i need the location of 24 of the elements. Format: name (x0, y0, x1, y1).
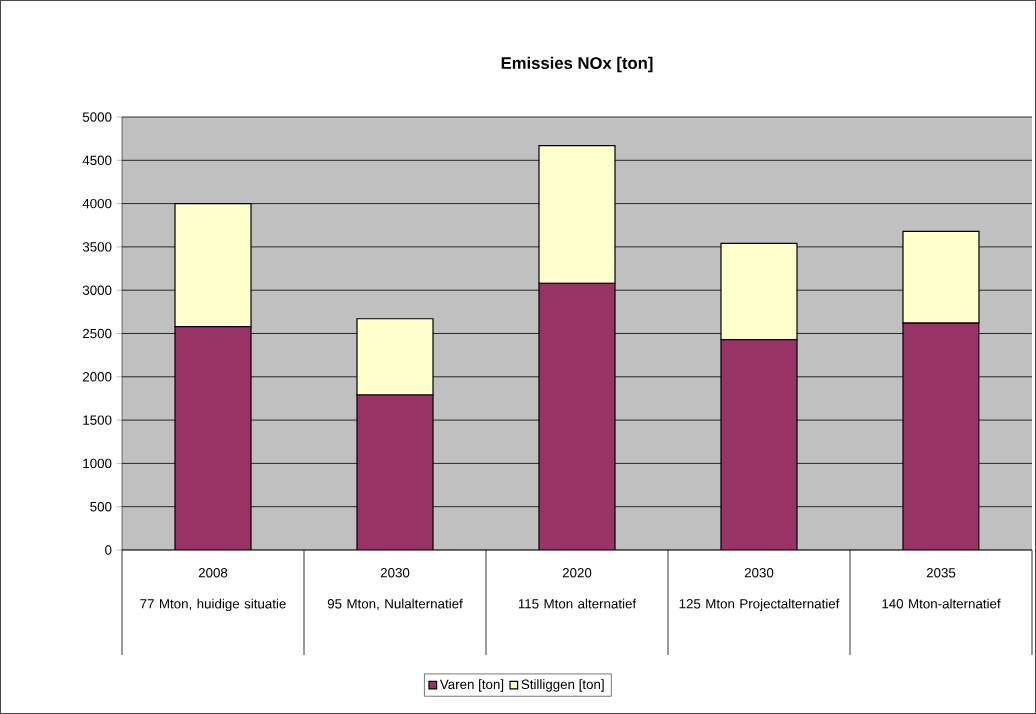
y-tick-label: 2500 (82, 328, 112, 339)
y-tick-label: 5000 (82, 112, 112, 122)
text: 95 Mton, Nulalternatief (327, 598, 463, 611)
legend-label: Stilliggen [ton] (521, 679, 604, 692)
x-tick-label: 2030 (744, 568, 774, 578)
text: 77 Mton, huidige situatie (140, 598, 286, 612)
y-tick-label: 4000 (82, 198, 112, 209)
y-tick-label: 2000 (82, 372, 112, 382)
y-tick-label: 500 (90, 501, 112, 512)
x-tick-label: 2030 (380, 568, 410, 578)
y-tick-label: 4500 (82, 155, 112, 166)
y-tick-label: 3500 (82, 242, 112, 252)
y-tick-label: 1000 (83, 458, 112, 469)
text: 115 Mton alternatief (518, 598, 637, 609)
legend-label: Varen [ton] (439, 679, 504, 692)
x-tick-label: 2020 (562, 568, 592, 578)
y-tick-label: 1500 (83, 415, 112, 425)
text: 125 Mton Projectalternatief (679, 598, 840, 612)
y-tick-label: 0 (105, 545, 112, 555)
y-tick-label: 3000 (82, 285, 112, 295)
text: 140 Mton-alternatief (882, 598, 1001, 609)
x-tick-label: 2008 (198, 568, 228, 578)
chart-title: Emissies NOx [ton] (501, 56, 653, 73)
x-tick-label: 2035 (926, 568, 956, 578)
